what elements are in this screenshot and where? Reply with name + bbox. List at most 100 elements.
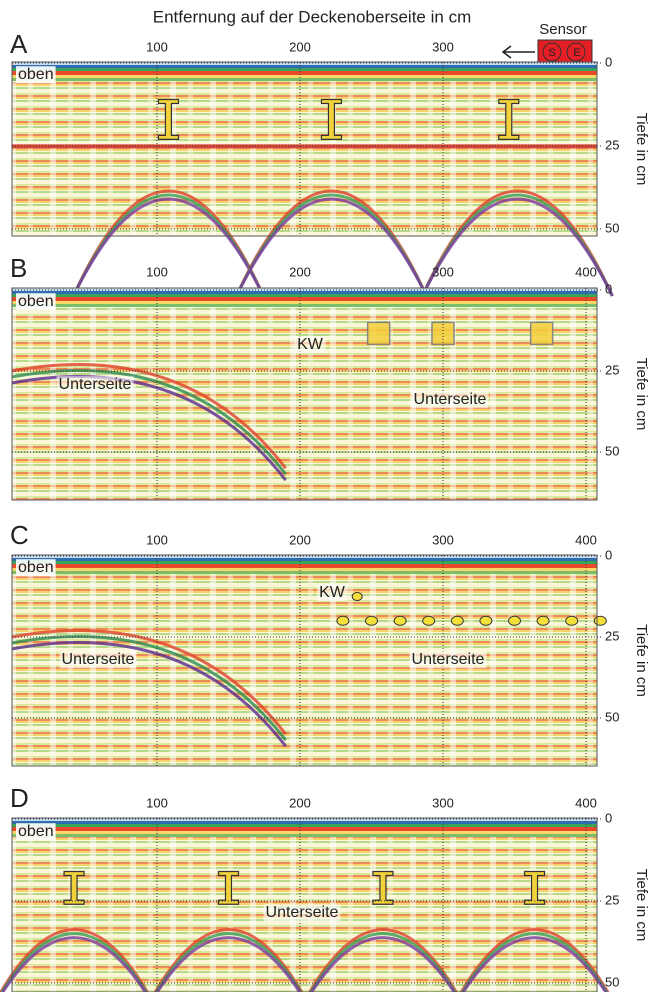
underside-reflection: [11, 641, 287, 748]
sensor-e: E: [573, 47, 580, 59]
panel-frame: [11, 287, 598, 501]
surface-reflection: [12, 294, 597, 297]
surface-reflection: [12, 831, 597, 834]
panel-letter: C: [10, 520, 29, 550]
underside-reflection: [11, 635, 287, 742]
y-tick-label: 50: [605, 709, 619, 724]
x-tick-label: 300: [432, 532, 454, 547]
rebar-dot: [508, 615, 521, 626]
x-tick-label: 200: [289, 264, 311, 279]
x-tick-label: 400: [575, 532, 597, 547]
surface-reflection: [12, 571, 597, 574]
annotation-background: [59, 651, 137, 669]
x-tick-label: 100: [146, 532, 168, 547]
x-tick-label: 100: [146, 795, 168, 810]
surface-reflection: [12, 558, 597, 561]
x-tick-label: 200: [289, 39, 311, 54]
rebar-dot: [351, 592, 363, 601]
rebar-dot: [336, 615, 350, 626]
y-axis-label: Tiefe in cm: [633, 624, 650, 697]
y-tick-label: 0: [605, 281, 612, 296]
panel-frame: [11, 554, 598, 767]
annotation-background: [16, 293, 56, 311]
surface-reflection: [12, 62, 597, 65]
sensor-coil: [566, 42, 586, 62]
i-beam: [320, 98, 343, 140]
surface-reflection: [12, 68, 597, 71]
annotation: Unterseite: [414, 391, 487, 408]
panel-letter: B: [10, 253, 27, 283]
i-beam: [498, 98, 520, 140]
radargram-background: [12, 288, 597, 500]
annotation-background: [317, 584, 348, 602]
surface-reflection: [12, 561, 597, 564]
x-tick-label: 200: [289, 795, 311, 810]
y-axis-label: Tiefe in cm: [633, 113, 650, 186]
surface-reflection: [12, 78, 597, 81]
hyperbola: [421, 197, 614, 297]
title: Entfernung auf der Deckenoberseite in cm: [153, 7, 471, 26]
surface-reflection: [12, 288, 597, 291]
y-tick-label: 0: [605, 810, 612, 825]
annotation: oben: [18, 823, 54, 840]
x-tick-label: 200: [289, 532, 311, 547]
underside-reflection: [11, 363, 287, 470]
y-tick-label: 50: [605, 974, 619, 989]
rebar-dot: [450, 615, 464, 626]
rebar-dot: [365, 615, 378, 626]
annotation-background: [295, 336, 326, 354]
surface-reflection: [12, 821, 597, 824]
arrow: [501, 45, 535, 59]
y-tick-label: 25: [605, 628, 619, 643]
annotation: oben: [18, 293, 54, 310]
y-tick-label: 50: [605, 220, 619, 235]
panel-frame: [11, 61, 598, 237]
annotation-background: [56, 376, 134, 394]
panel-letter: D: [10, 783, 29, 813]
panel-letter: A: [10, 29, 28, 59]
y-tick-label: 25: [605, 137, 619, 152]
x-tick-label: 400: [575, 795, 597, 810]
surface-reflection: [12, 297, 597, 301]
x-tick-label: 300: [432, 39, 454, 54]
surface-reflection: [12, 818, 597, 821]
hyperbola: [0, 936, 151, 997]
rebar-box: [529, 321, 554, 346]
x-tick-label: 100: [146, 264, 168, 279]
annotation: oben: [18, 559, 54, 576]
surface-reflection: [12, 301, 597, 304]
surface-reflection: [12, 304, 597, 307]
y-axis-label: Tiefe in cm: [633, 358, 650, 431]
i-beam: [63, 870, 85, 905]
surface-reflection: [12, 568, 597, 571]
annotation: KW: [319, 584, 346, 601]
rebar-dot: [536, 615, 550, 626]
annotation-background: [263, 904, 341, 922]
sensor-label: Sensor: [539, 21, 587, 38]
y-tick-label: 0: [605, 547, 612, 562]
annotation-background: [409, 651, 487, 669]
hyperbola: [152, 936, 305, 997]
rebar-dot: [593, 615, 607, 626]
surface-reflection: [12, 75, 597, 78]
rebar-dot: [565, 615, 579, 626]
surface-reflection: [12, 71, 597, 75]
surface-reflection: [12, 564, 597, 568]
surface-reflection: [12, 291, 597, 294]
hyperbola: [306, 936, 460, 997]
underside-reflection: [11, 375, 287, 482]
annotation: Unterseite: [62, 651, 135, 668]
surface-reflection: [12, 824, 597, 827]
i-beam: [523, 870, 546, 905]
surface-reflection: [12, 827, 597, 831]
sensor-s: S: [548, 47, 555, 59]
annotation-background: [16, 66, 56, 84]
radargram-panel: [11, 287, 603, 501]
rebar-dot: [479, 615, 493, 626]
annotation-background: [411, 391, 489, 409]
rebar-box: [366, 321, 391, 346]
surface-reflection: [12, 65, 597, 68]
annotation: Unterseite: [266, 904, 339, 921]
annotation: KW: [297, 336, 324, 353]
